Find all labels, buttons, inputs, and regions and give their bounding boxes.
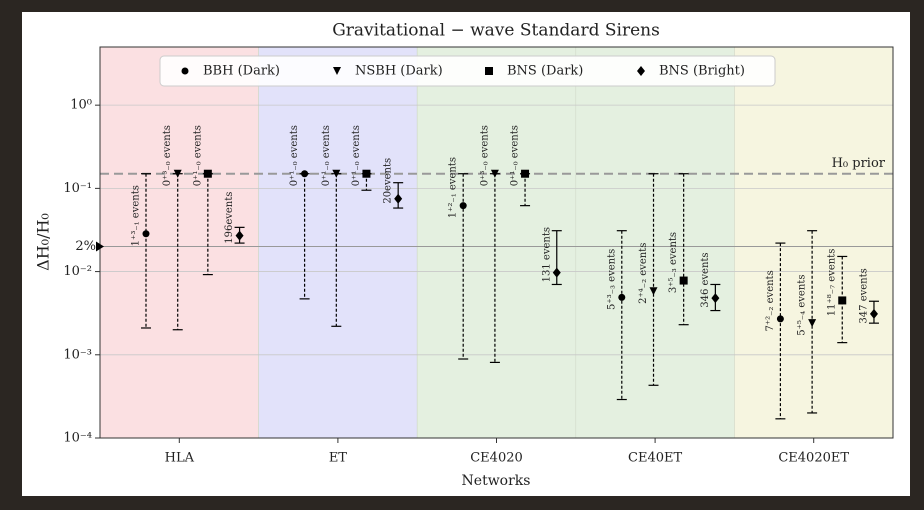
reference-label: H₀ prior [832,156,886,171]
legend-label: BBH (Dark) [203,64,280,79]
point-label: 0⁺¹₋₀ events [321,125,332,186]
x-tick-label: CE4020 [470,451,523,466]
y-tick-label: 10⁰ [70,98,92,113]
data-point [552,267,561,278]
point-label: 11⁺⁸₋₇ events [827,249,838,317]
x-tick-label: CE4020ET [778,451,849,466]
data-point [838,296,847,305]
data-point [235,230,244,241]
point-label: 196events [224,192,235,244]
y-tick-label: 10⁻³ [63,347,92,362]
y-tick-label: 10⁻² [63,264,92,279]
network-band [258,46,418,439]
legend-marker [181,67,189,75]
y-axis-label: ΔH₀/H₀ [34,213,53,271]
legend-label: NSBH (Dark) [355,64,443,79]
data-point [173,169,182,178]
point-label: 7⁺²₋₂ events [765,270,776,331]
data-point [618,293,626,301]
data-point [711,293,720,304]
network-band [734,46,894,439]
data-point [301,170,309,178]
point-label: 20events [383,158,394,204]
plot-frame [99,46,894,439]
data-point [142,230,150,238]
data-point [362,169,371,178]
data-point [808,319,817,328]
y-tick-label: 10⁻⁴ [63,431,92,446]
legend-label: BNS (Dark) [507,64,583,79]
point-label: 3⁺⁵₋₃ events [668,232,679,293]
point-label: 0⁺¹₋₀ events [289,125,300,186]
data-point [332,169,341,178]
point-label: 1⁺³₋₁ events [130,185,141,246]
legend-label: BNS (Bright) [659,64,745,79]
data-point [394,193,403,204]
point-label: 0⁺¹₋₀ events [351,125,362,186]
data-point [203,169,212,178]
data-point [459,202,467,210]
legend-marker [485,67,493,75]
x-tick-label: HLA [165,451,195,466]
point-label: 346 events [700,252,711,307]
data-point [649,287,658,296]
network-band [575,46,735,439]
y-tick-label: 10⁻¹ [63,181,92,196]
data-point [679,276,688,285]
chart-title: Gravitational − wave Standard Sirens [332,21,660,41]
data-point [869,308,878,319]
point-label: 5⁺⁵₋₄ events [797,275,808,336]
point-label: 131 events [541,227,552,282]
x-tick-label: ET [329,451,347,466]
point-label: 0⁺¹₋₀ events [510,125,521,186]
x-axis-label: Networks [462,473,531,489]
point-label: 0⁺¹₋₀ events [192,125,203,186]
point-label: 0⁺³₋₀ events [162,125,173,186]
reference-marker [96,241,104,252]
point-label: 5⁺³₋₃ events [606,249,617,310]
x-tick-label: CE40ET [628,451,682,466]
point-label: 2⁺⁴₋₂ events [638,243,649,304]
point-label: 0⁺³₋₀ events [479,125,490,186]
data-point [490,169,499,178]
point-label: 347 events [858,268,869,323]
data-point [776,315,784,323]
network-band [99,46,259,439]
point-label: 1⁺²₋₁ events [448,157,459,218]
legend-marker [333,67,341,75]
reference-label: 2% [75,239,96,254]
data-point [521,169,530,178]
legend-box [159,55,776,87]
legend: BBH (Dark) NSBH (Dark) BNS (Dark) BNS (Brig… [159,55,776,87]
legend-marker [637,66,645,76]
